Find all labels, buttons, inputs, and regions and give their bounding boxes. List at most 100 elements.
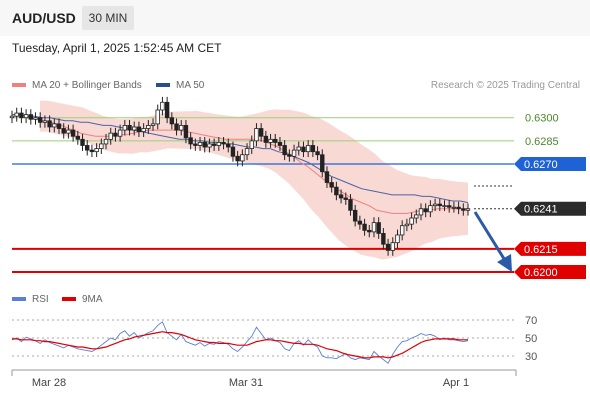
candle-body xyxy=(432,203,438,207)
timeframe-button[interactable]: 30 MIN xyxy=(82,6,134,30)
candle-body xyxy=(136,126,142,133)
level-label-0.6285: 0.6285 xyxy=(525,136,559,148)
candle-body xyxy=(282,145,287,156)
candle-body xyxy=(197,142,203,146)
ma50-line xyxy=(12,114,469,204)
current-price-label: 0.6241 xyxy=(524,204,558,216)
candle-body xyxy=(99,143,104,149)
datetime-label: Tuesday, April 1, 2025 1:52:45 AM CET xyxy=(12,41,222,55)
candle-body xyxy=(202,142,207,148)
rsi-9ma-line xyxy=(12,331,468,359)
candle-body xyxy=(56,123,62,129)
legend-label-ma20: MA 20 + Bollinger Bands xyxy=(32,80,142,91)
candle-body xyxy=(70,129,76,137)
candle-body xyxy=(226,143,231,148)
candle-body xyxy=(385,243,391,251)
rsi-tick-70: 70 xyxy=(525,315,537,327)
candle-body xyxy=(221,142,226,145)
candle-body xyxy=(28,114,34,120)
level-label-0.6200: 0.6200 xyxy=(524,267,558,279)
candle-body xyxy=(216,142,222,146)
candle-body xyxy=(75,135,81,140)
candle-body xyxy=(418,208,424,216)
candle-body xyxy=(334,186,339,196)
candle-body xyxy=(367,229,372,233)
legend-ma50: MA 50 xyxy=(156,80,204,91)
forecast-arrow-head xyxy=(497,254,512,272)
candle-body xyxy=(291,149,297,157)
candle-body xyxy=(446,205,452,208)
candle-body xyxy=(362,223,367,231)
candle-body xyxy=(211,143,217,146)
rsi-tick-30: 30 xyxy=(525,351,537,363)
level-label-0.6215: 0.6215 xyxy=(524,244,558,256)
candle-body xyxy=(273,138,278,143)
candle-body xyxy=(61,128,66,134)
candle-body xyxy=(117,129,123,137)
level-label-0.6270: 0.6270 xyxy=(524,159,558,171)
candle-body xyxy=(437,203,442,207)
candle-body xyxy=(141,128,146,132)
legend-swatch-9ma xyxy=(62,297,76,302)
candle-body xyxy=(94,148,99,153)
legend-ma20: MA 20 + Bollinger Bands xyxy=(12,80,142,91)
candle-body xyxy=(268,138,273,143)
candle-body xyxy=(150,123,156,126)
candle-body xyxy=(381,233,386,245)
candle-body xyxy=(343,197,348,200)
candle-body xyxy=(235,155,240,162)
candle-body xyxy=(132,126,137,131)
candle-body xyxy=(324,171,330,183)
candle-body xyxy=(14,112,19,117)
candle-body xyxy=(301,146,306,153)
candle-body xyxy=(207,143,212,148)
candle-body xyxy=(371,222,377,233)
candle-body xyxy=(442,205,447,208)
x-tick-label-1: Mar 31 xyxy=(229,377,263,389)
candle-body xyxy=(164,101,170,119)
candle-body xyxy=(230,146,236,157)
candle-body xyxy=(146,125,151,129)
candle-body xyxy=(338,194,344,199)
candle-body xyxy=(399,225,405,236)
legend-9ma: 9MA xyxy=(62,294,103,305)
level-tag-0.6200 xyxy=(514,265,586,279)
candle-body xyxy=(33,117,38,120)
candle-body xyxy=(174,123,179,131)
candle-body xyxy=(42,120,48,123)
ma20-line xyxy=(12,115,468,214)
candle-body xyxy=(376,222,381,234)
candle-body xyxy=(155,109,160,125)
level-tag-0.6270 xyxy=(514,157,586,171)
candle-body xyxy=(113,132,118,137)
candle-body xyxy=(305,145,311,153)
candle-body xyxy=(357,220,363,225)
candle-body xyxy=(456,206,461,210)
candle-body xyxy=(315,151,320,156)
candle-body xyxy=(352,209,358,222)
legend-label-ma50: MA 50 xyxy=(176,80,205,91)
candle-body xyxy=(23,114,29,119)
candle-body xyxy=(254,128,259,142)
rsi-line xyxy=(11,321,469,364)
candle-body xyxy=(404,223,410,227)
candle-body xyxy=(169,117,175,125)
candle-body xyxy=(451,206,457,209)
candle-body xyxy=(395,234,400,244)
candle-body xyxy=(108,132,113,140)
candle-body xyxy=(244,148,250,156)
candle-body xyxy=(127,125,132,131)
candle-body xyxy=(249,140,254,149)
candle-body xyxy=(263,135,269,143)
candle-body xyxy=(85,145,90,151)
candle-body xyxy=(183,125,189,139)
candle-body xyxy=(179,125,184,131)
symbol-title: AUD/USD xyxy=(12,10,76,26)
rsi-tick-50: 50 xyxy=(525,333,537,345)
candle-body xyxy=(320,154,325,173)
candle-body xyxy=(80,138,85,146)
candle-body xyxy=(414,214,419,219)
candle-body xyxy=(89,149,95,153)
legend-swatch-ma20 xyxy=(12,83,26,88)
copyright-text: Research © 2025 Trading Central xyxy=(430,80,580,91)
